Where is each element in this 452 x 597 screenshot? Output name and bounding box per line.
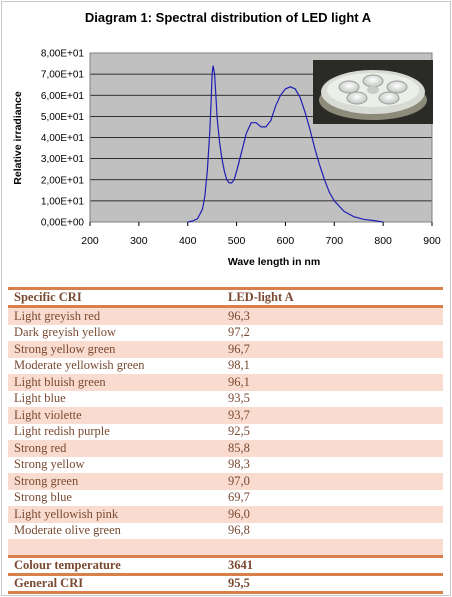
general-cri-label: General CRI: [8, 573, 222, 594]
cri-sample-value: 96,3: [222, 306, 443, 325]
y-tick-label: 2,00E+01: [41, 175, 85, 186]
gridlines: [89, 52, 433, 223]
plot-border: [89, 52, 433, 223]
general-cri-value: 95,5: [222, 573, 443, 594]
table-row: Light redish purple 92,5: [8, 423, 443, 440]
cri-sample-name: Light bluish green: [8, 374, 222, 391]
cri-sample-value: 96,7: [222, 341, 443, 358]
table-row: Strong yellow green 96,7: [8, 341, 443, 358]
x-tick-label: 200: [81, 235, 99, 247]
y-tick-label: 6,00E+01: [41, 91, 85, 102]
cri-sample-value: 97,0: [222, 473, 443, 490]
table-blank-row: [8, 539, 443, 557]
x-tick-label: 800: [374, 235, 392, 247]
y-tick-label: 1,00E+01: [41, 196, 85, 207]
cri-sample-name: Strong yellow green: [8, 341, 222, 358]
colour-temperature-value: 3641: [222, 555, 443, 575]
cri-table: Specific CRI LED-light A Light greyish r…: [8, 287, 443, 594]
cri-sample-name: Dark greyish yellow: [8, 324, 222, 341]
cri-sample-value: 69,7: [222, 489, 443, 506]
cri-sample-value: 98,1: [222, 357, 443, 374]
spectral-chart: Diagram 1: Spectral distribution of LED …: [12, 10, 441, 268]
table-row: Strong red 85,8: [8, 440, 443, 457]
x-tick-label: 600: [277, 235, 295, 247]
colour-temperature-label: Colour temperature: [8, 555, 222, 575]
cri-sample-value: 92,5: [222, 423, 443, 440]
colour-temperature-row: Colour temperature 3641: [8, 555, 443, 575]
table-row: Strong yellow 98,3: [8, 456, 443, 473]
y-tick-label: 0,00E+00: [41, 218, 85, 229]
cri-sample-value: 93,7: [222, 407, 443, 424]
table-header-row: Specific CRI LED-light A: [8, 287, 443, 308]
y-tick-label: 4,00E+01: [41, 133, 85, 144]
cri-sample-name: Moderate olive green: [8, 522, 222, 539]
cri-sample-value: 96,0: [222, 506, 443, 523]
cri-sample-value: 98,3: [222, 456, 443, 473]
x-tick-label: 500: [228, 235, 246, 247]
cri-sample-name: Strong blue: [8, 489, 222, 506]
table-row: Light blue 93,5: [8, 390, 443, 407]
table-row: Light greyish red 96,3: [8, 306, 443, 325]
table-row: Moderate olive green 96,8: [8, 522, 443, 539]
cri-sample-value: 97,2: [222, 324, 443, 341]
chart-title: Diagram 1: Spectral distribution of LED …: [85, 10, 372, 25]
header-specific-cri: Specific CRI: [8, 287, 222, 308]
cri-sample-value: 93,5: [222, 390, 443, 407]
cri-sample-name: Light redish purple: [8, 423, 222, 440]
table-row: Light violette 93,7: [8, 407, 443, 424]
header-led-light: LED-light A: [222, 287, 443, 308]
cri-sample-value: 96,1: [222, 374, 443, 391]
x-tick-label: 900: [423, 235, 441, 247]
cri-sample-name: Light blue: [8, 390, 222, 407]
x-tick-label: 700: [326, 235, 344, 247]
cri-sample-name: Strong yellow: [8, 456, 222, 473]
x-tick-labels: 200 300 400 500 600 700 800 900: [81, 222, 441, 247]
x-axis-label: Wave length in nm: [228, 256, 320, 268]
y-tick-label: 5,00E+01: [41, 112, 85, 123]
x-tick-label: 400: [179, 235, 197, 247]
general-cri-row: General CRI 95,5: [8, 573, 443, 594]
table-row: Strong green 97,0: [8, 473, 443, 490]
x-tick-label: 300: [130, 235, 148, 247]
table-row: Light yellowish pink 96,0: [8, 506, 443, 523]
y-tick-label: 3,00E+01: [41, 154, 85, 165]
cri-sample-name: Light greyish red: [8, 306, 222, 325]
cri-sample-value: 85,8: [222, 440, 443, 457]
cri-sample-name: Strong green: [8, 473, 222, 490]
table-row: Light bluish green 96,1: [8, 374, 443, 391]
series-line: [187, 65, 384, 223]
led-light-photo: [313, 60, 433, 124]
table-row: Dark greyish yellow 97,2: [8, 324, 443, 341]
cri-sample-name: Light violette: [8, 407, 222, 424]
cri-sample-name: Light yellowish pink: [8, 506, 222, 523]
y-tick-labels: 0,00E+00 1,00E+01 2,00E+01 3,00E+01 4,00E+01…: [41, 49, 85, 229]
y-tick-label: 7,00E+01: [41, 70, 85, 81]
cri-sample-name: Strong red: [8, 440, 222, 457]
table-row: Moderate yellowish green 98,1: [8, 357, 443, 374]
y-axis-label: Relative irradiance: [12, 91, 24, 185]
table-row: Strong blue 69,7: [8, 489, 443, 506]
y-tick-label: 8,00E+01: [41, 49, 85, 60]
cri-sample-name: Moderate yellowish green: [8, 357, 222, 374]
cri-sample-value: 96,8: [222, 522, 443, 539]
